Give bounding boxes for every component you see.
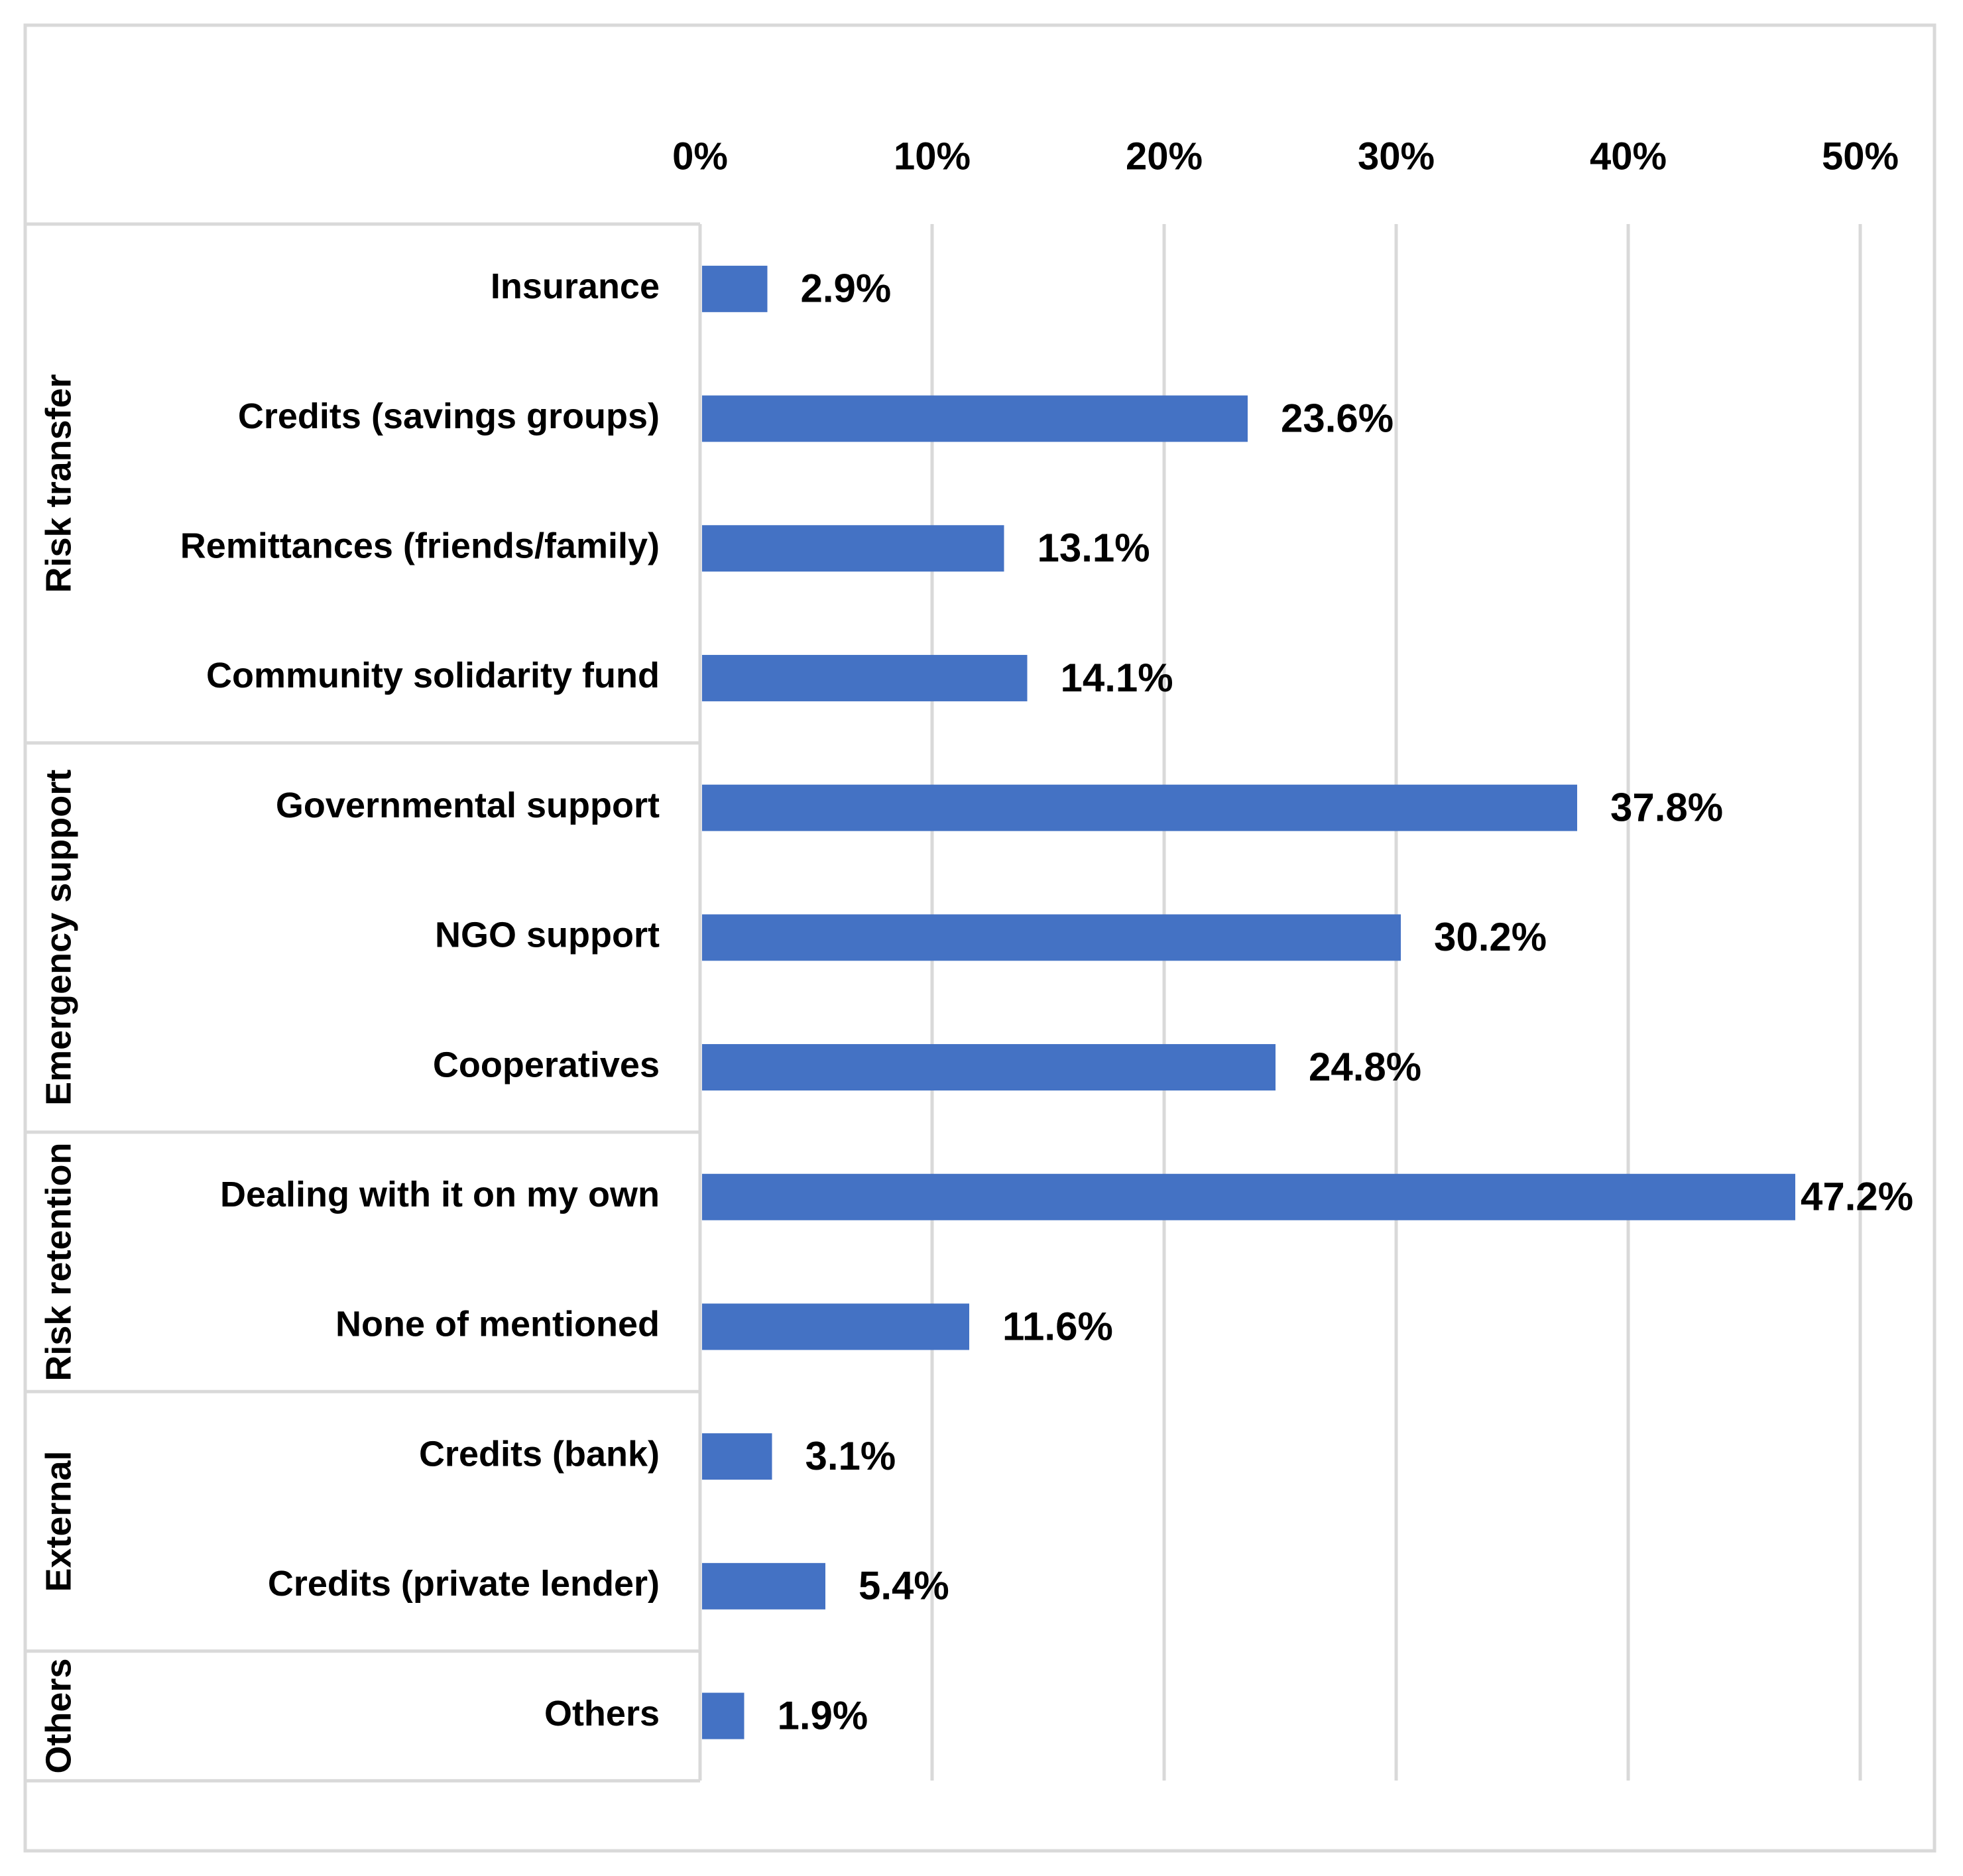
data-label: 14.1% (1061, 656, 1173, 700)
x-tick-label: 20% (1126, 135, 1203, 178)
bar-governmental-support (702, 784, 1577, 831)
category-label: NGO support (435, 915, 660, 955)
category-label: Credits (private lender) (268, 1564, 660, 1604)
category-label: Cooperatives (433, 1045, 660, 1085)
data-label: 13.1% (1038, 526, 1150, 570)
data-label: 47.2% (1801, 1175, 1913, 1219)
category-label: Community solidarity fund (206, 656, 660, 695)
group-label-risk-transfer: Risk transfer (38, 374, 78, 593)
bar-credits-savings-groups (702, 395, 1248, 442)
data-label: 1.9% (778, 1693, 868, 1737)
category-label: Credits (bank) (419, 1434, 660, 1474)
data-label: 3.1% (805, 1434, 896, 1478)
x-tick-label: 30% (1358, 135, 1435, 178)
data-label: 2.9% (801, 266, 892, 311)
data-label: 37.8% (1610, 785, 1723, 829)
bar-cooperatives (702, 1044, 1276, 1091)
group-label-external: External (38, 1450, 78, 1592)
group-label-others: Others (38, 1659, 78, 1774)
category-label: Insurance (491, 266, 660, 306)
bar-credits-bank (702, 1433, 772, 1480)
data-label: 24.8% (1309, 1045, 1421, 1089)
data-label: 5.4% (859, 1564, 949, 1608)
x-tick-label: 10% (894, 135, 971, 178)
group-label-risk-retention: Risk retention (38, 1143, 78, 1381)
category-label: Remittances (friends/family) (180, 526, 660, 566)
category-label: Dealing with it on my own (220, 1175, 660, 1214)
x-tick-label: 40% (1590, 135, 1667, 178)
data-label: 11.6% (1002, 1304, 1113, 1348)
category-label: Others (544, 1694, 660, 1733)
category-label: None of mentioned (335, 1305, 660, 1344)
group-label-emergency-support: Emergency support (38, 770, 78, 1106)
bar-remittances-friends-family (702, 525, 1004, 572)
bar-insurance (702, 265, 768, 312)
bars (702, 265, 1795, 1739)
data-label: 30.2% (1434, 915, 1547, 959)
x-tick-label: 50% (1822, 135, 1899, 178)
labels: 0% 10% 20% 30% 40% 50% Risk transfer Emergency … (38, 135, 1913, 1773)
bar-ngo-support (702, 914, 1401, 961)
bar-credits-private-lender (702, 1562, 825, 1610)
x-tick-label: 0% (672, 135, 728, 178)
category-groups (25, 222, 702, 1783)
category-label: Credits (savings groups) (238, 396, 660, 436)
bar-dealing-with-it-on-my-own (702, 1173, 1795, 1220)
bar-none-of-mentioned (702, 1303, 969, 1350)
data-label: 23.6% (1281, 396, 1394, 440)
bar-others (702, 1692, 744, 1739)
category-label: Governmental support (276, 786, 660, 825)
bar-community-solidarity-fund (702, 654, 1028, 701)
